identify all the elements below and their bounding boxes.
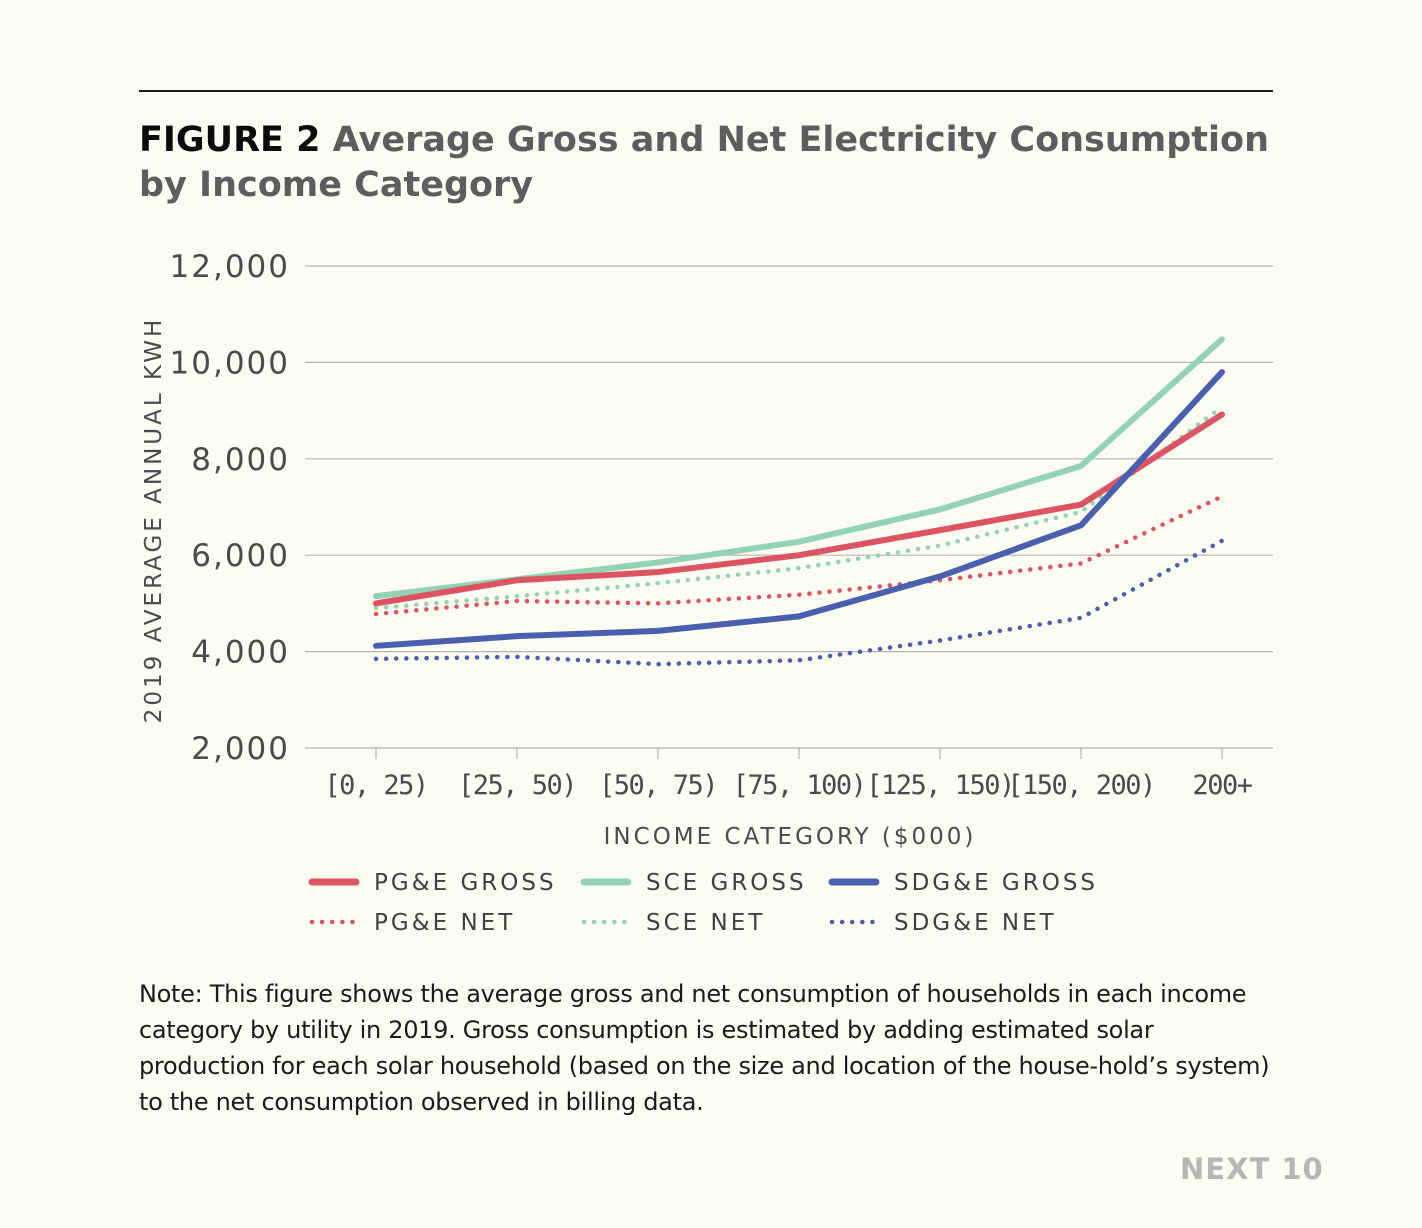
- series-line-pg-e-gross: [373, 411, 1225, 607]
- series-line-sdg-e-gross: [373, 369, 1225, 649]
- legend-label: SCE GROSS: [646, 870, 807, 896]
- x-tick-label: [50, 75): [599, 770, 717, 801]
- y-tick-label: 12,000: [170, 249, 290, 285]
- x-tick-label: [75, 100): [733, 770, 866, 801]
- y-axis-label: 2019 AVERAGE ANNUAL KWH: [141, 317, 167, 724]
- grid-lines: [305, 265, 1273, 749]
- y-tick-label: 6,000: [191, 538, 290, 574]
- y-tick-label: 8,000: [191, 442, 290, 478]
- brand-logo: NEXT 10: [1180, 1152, 1324, 1186]
- figure-label: FIGURE 2: [139, 120, 321, 160]
- figure-note: Note: This figure shows the average gros…: [139, 980, 1270, 1116]
- series-line-pg-e-net: [373, 494, 1225, 617]
- x-tick-label: [150, 200): [1007, 770, 1155, 801]
- series-line-sce-net: [373, 404, 1225, 611]
- x-axis-label: INCOME CATEGORY ($000): [604, 824, 977, 850]
- series-lines: [373, 336, 1225, 667]
- figure-title: FIGURE 2 Average Gross and Net Electrici…: [139, 118, 1273, 208]
- x-tick-label: [0, 25): [324, 770, 427, 801]
- legend-label: PG&E NET: [374, 910, 515, 936]
- y-tick-label: 10,000: [170, 345, 290, 381]
- x-tick-label: 200+: [1192, 770, 1252, 801]
- y-tick-label: 2,000: [191, 731, 290, 767]
- legend: PG&E GROSS SCE GROSS SDG&E GROSS PG&E NET SC…: [308, 870, 1098, 936]
- legend-label: PG&E GROSS: [374, 870, 557, 896]
- figure-title-text: Average Gross and Net Electricity Consum…: [139, 120, 1269, 205]
- line-chart: 2,000 4,000 6,000 8,000 10,000 12,000 [0, 25)…: [141, 249, 1273, 936]
- legend-label: SDG&E NET: [894, 910, 1057, 936]
- legend-label: SCE NET: [646, 910, 765, 936]
- series-line-sdg-e-net: [373, 538, 1225, 667]
- legend-label: SDG&E GROSS: [894, 870, 1098, 896]
- x-tick-label: [125, 150): [866, 770, 1014, 801]
- top-rule: [139, 90, 1273, 92]
- x-tick-label: [25, 50): [458, 770, 576, 801]
- y-tick-labels: 2,000 4,000 6,000 8,000 10,000 12,000: [170, 249, 290, 767]
- x-tick-labels: [0, 25) [25, 50) [50, 75) [75, 100) [125, 15…: [324, 748, 1254, 801]
- y-tick-label: 4,000: [191, 635, 290, 671]
